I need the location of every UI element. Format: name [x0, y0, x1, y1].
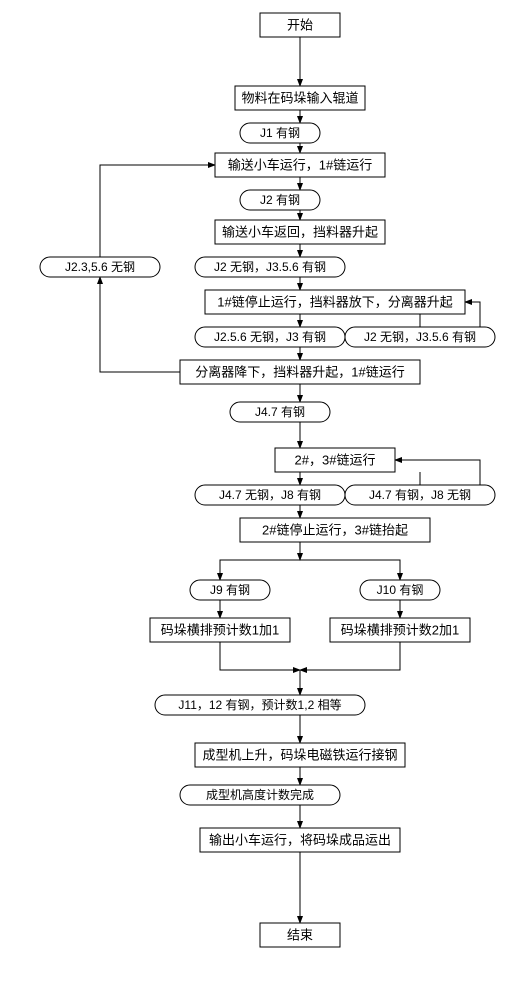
- box-b_cnt1: 码垛横排预计数1加1: [150, 618, 290, 642]
- box-label: 成型机上升，码垛电磁铁运行接钢: [202, 747, 397, 762]
- box-b_chain23: 2#，3#链运行: [275, 448, 395, 472]
- box-label: 2#，3#链运行: [295, 452, 376, 467]
- box-label: 分离器降下，挡料器升起，1#链运行: [195, 364, 404, 379]
- condition-c_j2n_j356b: J2 无钢，J3.5.6 有钢: [345, 327, 495, 347]
- condition-label: J10 有钢: [377, 583, 424, 597]
- flowchart-canvas: 开始物料在码垛输入辊道 J1 有钢输送小车运行，1#链运行 J2 有钢输送小车返回，…: [0, 0, 517, 1000]
- box-b_return: 输送小车返回，挡料器升起: [215, 220, 385, 244]
- box-b_output: 输出小车运行，将码垛成品运出: [200, 828, 400, 852]
- box-start: 开始: [260, 13, 340, 37]
- condition-label: J4.7 有钢: [255, 405, 305, 419]
- edge: [220, 642, 300, 670]
- box-label: 结束: [287, 927, 313, 942]
- box-b_stop2: 2#链停止运行，3#链抬起: [240, 518, 430, 542]
- condition-c_j1112: J11，12 有钢，预计数1,2 相等: [155, 695, 365, 715]
- box-label: 输送小车返回，挡料器升起: [222, 224, 378, 239]
- condition-c_j47n_j8: J4.7 无钢，J8 有钢: [195, 485, 345, 505]
- box-label: 1#链停止运行，挡料器放下，分离器升起: [217, 294, 452, 309]
- condition-label: J2 有钢: [260, 193, 300, 207]
- condition-c_j9: J9 有钢: [190, 580, 270, 600]
- box-label: 2#链停止运行，3#链抬起: [262, 522, 408, 537]
- box-b_rise: 成型机上升，码垛电磁铁运行接钢: [195, 743, 405, 767]
- condition-label: J2 无钢，J3.5.6 有钢: [214, 260, 326, 274]
- condition-label: J9 有钢: [210, 583, 250, 597]
- edge: [100, 277, 180, 372]
- box-b_cnt2: 码垛横排预计数2加1: [330, 618, 470, 642]
- box-label: 输送小车运行，1#链运行: [228, 157, 372, 172]
- condition-c_j256n_j3: J2.5.6 无钢，J3 有钢: [195, 327, 345, 347]
- condition-c_j47_j8n: J4.7 有钢，J8 无钢: [345, 485, 495, 505]
- edge: [220, 560, 300, 580]
- condition-label: J2.3,5.6 无钢: [65, 260, 135, 274]
- box-label: 码垛横排预计数2加1: [341, 622, 459, 637]
- box-b_chain1: 输送小车运行，1#链运行: [215, 153, 385, 177]
- condition-label: J4.7 有钢，J8 无钢: [369, 488, 471, 502]
- condition-c_j2: J2 有钢: [240, 190, 320, 210]
- edge: [300, 642, 400, 670]
- edge: [465, 302, 480, 327]
- box-label: 码垛横排预计数1加1: [161, 622, 279, 637]
- condition-c_height: 成型机高度计数完成: [180, 785, 340, 805]
- condition-label: J2.5.6 无钢，J3 有钢: [214, 330, 326, 344]
- box-b_stop1: 1#链停止运行，挡料器放下，分离器升起: [205, 290, 465, 314]
- box-label: 开始: [287, 17, 313, 32]
- box-label: 输出小车运行，将码垛成品运出: [209, 832, 391, 847]
- box-b_sep: 分离器降下，挡料器升起，1#链运行: [180, 360, 420, 384]
- condition-c_j47: J4.7 有钢: [230, 402, 330, 422]
- condition-c_j2n_j356: J2 无钢，J3.5.6 有钢: [195, 257, 345, 277]
- box-end: 结束: [260, 923, 340, 947]
- edge: [100, 165, 215, 257]
- condition-c_j1: J1 有钢: [240, 123, 320, 143]
- condition-label: 成型机高度计数完成: [206, 787, 314, 802]
- condition-label: J1 有钢: [260, 126, 300, 140]
- condition-c_j10: J10 有钢: [360, 580, 440, 600]
- condition-c_j2356n: J2.3,5.6 无钢: [40, 257, 160, 277]
- box-b_input: 物料在码垛输入辊道: [235, 86, 365, 110]
- condition-label: J4.7 无钢，J8 有钢: [219, 488, 321, 502]
- condition-label: J11，12 有钢，预计数1,2 相等: [178, 697, 341, 712]
- box-label: 物料在码垛输入辊道: [241, 90, 358, 105]
- edge: [395, 460, 480, 485]
- edge: [300, 560, 400, 580]
- condition-label: J2 无钢，J3.5.6 有钢: [364, 330, 476, 344]
